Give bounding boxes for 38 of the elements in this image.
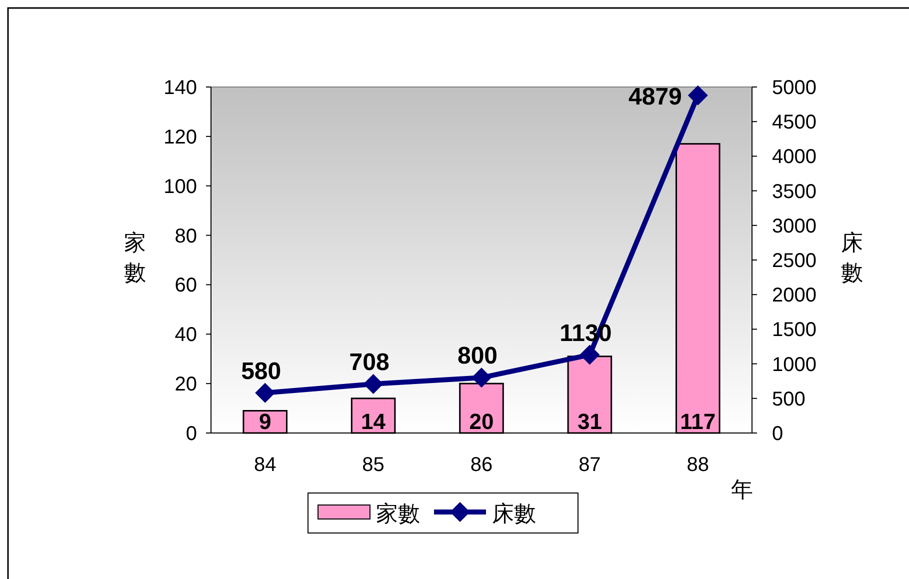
y2-tick-label: 2000 xyxy=(772,284,816,307)
x-tick-label: 87 xyxy=(578,454,601,476)
data-label: 14 xyxy=(361,409,386,434)
y-tick-label: 60 xyxy=(174,274,197,297)
xlabel: 年 xyxy=(731,477,753,502)
y2-tick-label: 0 xyxy=(772,423,784,445)
data-label: 708 xyxy=(349,349,390,376)
x-tick-label: 84 xyxy=(254,454,276,476)
y-tick-label: 80 xyxy=(174,225,197,248)
y2label: 床數 xyxy=(841,230,863,285)
y2-tick-label: 500 xyxy=(772,388,806,410)
data-label: 800 xyxy=(457,342,498,370)
y-tick-label: 140 xyxy=(164,77,197,99)
data-label: 20 xyxy=(469,409,494,434)
data-label: 9 xyxy=(258,409,272,434)
y2-tick-label: 3500 xyxy=(772,180,816,203)
x-tick-label: 88 xyxy=(686,454,710,476)
data-label: 4879 xyxy=(628,83,682,110)
data-label: 117 xyxy=(680,409,716,434)
y2-tick-label: 3000 xyxy=(772,215,816,238)
ylabel: 家數 xyxy=(124,230,146,285)
y2-tick-label: 5000 xyxy=(772,77,816,99)
y2-tick-label: 2500 xyxy=(772,250,816,272)
x-tick-label: 86 xyxy=(470,454,493,476)
data-label: 580 xyxy=(241,358,282,385)
y2-tick-label: 1000 xyxy=(772,354,816,376)
y-tick-label: 40 xyxy=(174,324,197,346)
y-tick-label: 0 xyxy=(186,423,197,445)
legend-label: 家數 xyxy=(376,501,420,526)
y-tick-label: 20 xyxy=(174,374,197,396)
legend-label: 床數 xyxy=(492,501,536,526)
y-tick-label: 100 xyxy=(164,176,197,198)
data-label: 31 xyxy=(577,409,602,434)
y2-tick-label: 4000 xyxy=(772,146,816,168)
y-tick-label: 120 xyxy=(164,126,197,148)
x-tick-label: 85 xyxy=(362,454,384,476)
y2-tick-label: 4500 xyxy=(772,112,816,134)
y2-tick-label: 1500 xyxy=(772,319,816,342)
